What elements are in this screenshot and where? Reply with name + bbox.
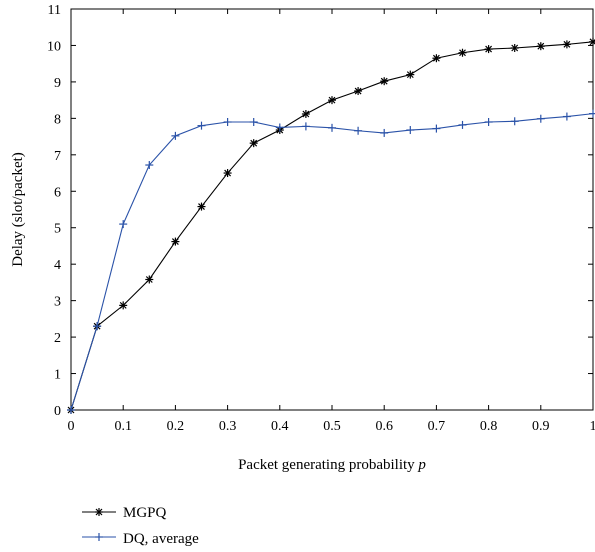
data-point-dq-average	[171, 131, 180, 140]
data-point-mgpq	[380, 77, 389, 86]
data-point-mgpq	[301, 109, 310, 118]
y-tick-label: 2	[54, 331, 61, 346]
y-tick-label: 4	[54, 258, 61, 273]
data-point-mgpq	[589, 37, 595, 46]
y-tick-label: 6	[54, 185, 61, 200]
x-tick-label: 0.2	[167, 419, 185, 434]
data-point-dq-average	[432, 124, 441, 133]
data-point-mgpq	[328, 96, 336, 105]
data-point-mgpq	[536, 42, 545, 51]
data-point-dq-average	[484, 118, 493, 127]
series-dq-average	[67, 109, 595, 414]
x-tick-label: 0.5	[323, 419, 341, 434]
data-point-mgpq	[354, 87, 363, 96]
data-point-mgpq	[484, 45, 493, 54]
data-point-dq-average	[380, 128, 389, 137]
series-line-dq-average	[70, 113, 594, 411]
y-tick-label: 7	[54, 149, 61, 164]
x-tick-label: 0.9	[532, 419, 550, 434]
series-mgpq	[67, 37, 595, 414]
x-axis-label-text: Packet generating probability	[238, 457, 418, 473]
legend-marker-dq-average	[82, 533, 116, 541]
data-point-mgpq	[119, 301, 128, 310]
data-point-dq-average	[93, 322, 102, 331]
data-point-mgpq	[249, 139, 258, 148]
y-tick-label: 11	[48, 3, 61, 18]
data-point-dq-average	[197, 121, 206, 130]
data-point-dq-average	[223, 118, 232, 127]
x-tick-label: 0	[68, 419, 75, 434]
axis-ticks: 0 0.1 0.2 0.3 0.4 0.5 0.6 0.7 0.8 0.9 101234567891…	[47, 3, 595, 434]
x-tick-label: 0.4	[271, 419, 289, 434]
data-point-mgpq	[197, 202, 206, 211]
legend-label-dq-average: DQ, average	[123, 531, 199, 547]
y-tick-label: 0	[54, 404, 61, 419]
data-point-dq-average	[589, 109, 595, 118]
y-axis-label: Delay (slot/packet)	[10, 152, 26, 267]
y-tick-label: 8	[54, 112, 61, 127]
x-tick-label: 0.8	[480, 419, 498, 434]
data-point-dq-average	[328, 123, 336, 132]
x-tick-label: 0.3	[219, 419, 237, 434]
data-point-mgpq	[223, 169, 232, 178]
data-point-mgpq	[145, 275, 154, 284]
x-axis-label: Packet generating probability p	[238, 457, 426, 473]
data-point-dq-average	[406, 126, 415, 135]
legend: MGPQ DQ, average	[82, 505, 199, 547]
x-tick-label: 0.6	[375, 419, 393, 434]
data-point-dq-average	[510, 117, 519, 126]
y-tick-label: 9	[54, 76, 61, 91]
legend-symbol	[95, 533, 103, 541]
data-point-dq-average	[249, 118, 258, 127]
legend-symbol	[95, 508, 103, 516]
x-tick-label: 1	[590, 419, 595, 434]
data-point-mgpq	[171, 237, 180, 246]
y-tick-label: 1	[54, 368, 61, 383]
series-layer	[67, 37, 595, 414]
data-point-dq-average	[119, 220, 128, 229]
legend-label-mgpq: MGPQ	[123, 505, 167, 521]
legend-marker-mgpq	[82, 508, 116, 516]
data-point-dq-average	[145, 161, 154, 170]
data-point-dq-average	[354, 126, 363, 135]
x-tick-label: 0.1	[114, 419, 132, 434]
x-tick-label: 0.7	[428, 419, 446, 434]
data-point-mgpq	[510, 44, 519, 53]
data-point-mgpq	[406, 70, 415, 79]
data-point-dq-average	[67, 406, 75, 414]
y-tick-label: 5	[54, 222, 61, 237]
data-point-mgpq	[562, 40, 571, 49]
data-point-dq-average	[301, 122, 310, 131]
data-point-dq-average	[458, 120, 467, 129]
plot-frame	[70, 8, 594, 411]
y-tick-label: 3	[54, 295, 61, 310]
x-axis-label-variable: p	[417, 457, 426, 473]
data-point-dq-average	[275, 123, 284, 132]
data-point-dq-average	[536, 114, 545, 123]
data-point-dq-average	[562, 112, 571, 121]
y-tick-label: 10	[47, 39, 61, 54]
data-point-mgpq	[458, 48, 467, 57]
data-point-mgpq	[432, 54, 441, 63]
